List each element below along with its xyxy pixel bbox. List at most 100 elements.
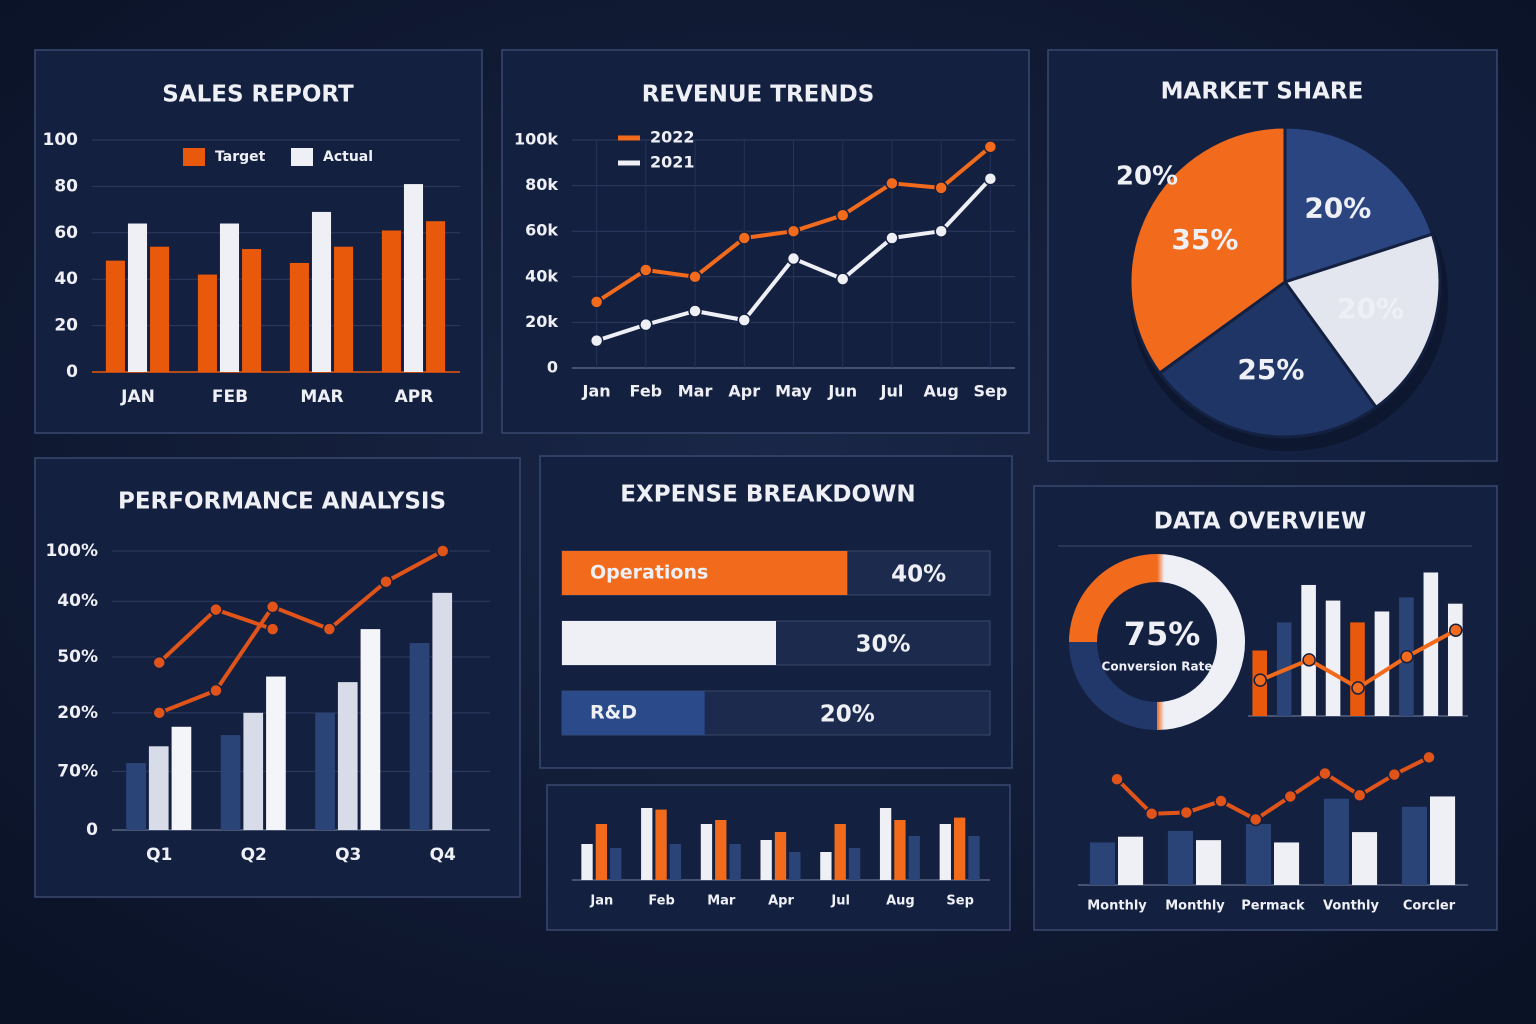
bar	[760, 840, 772, 880]
y-tick-label: 70%	[57, 761, 98, 781]
pie-slice	[1282, 232, 1442, 410]
bar	[908, 836, 920, 880]
bar	[968, 836, 980, 880]
x-tick-label: Q1	[146, 845, 172, 865]
chart-title: SALES REPORT	[162, 82, 354, 108]
slice-label: 20%	[1337, 292, 1404, 325]
bar	[655, 809, 667, 880]
donut-arc	[1069, 554, 1245, 730]
donut-value: 75%	[1124, 615, 1201, 653]
bar	[127, 223, 148, 372]
x-tick-label: Monthly	[1087, 899, 1147, 914]
bar	[774, 832, 787, 880]
y-tick-label: 50%	[57, 647, 98, 667]
bar	[1245, 824, 1271, 885]
bar-value-label: 20%	[820, 702, 875, 728]
x-tick-label: Sep	[946, 894, 974, 909]
point	[934, 181, 948, 195]
slice-label: 25%	[1237, 353, 1304, 386]
bar	[219, 223, 240, 372]
bar	[126, 763, 146, 830]
point	[639, 263, 653, 277]
point	[786, 251, 801, 266]
legend-label: 2021	[650, 153, 695, 172]
bar	[1118, 836, 1144, 885]
point	[934, 224, 948, 238]
x-tick-label: Vonthly	[1323, 899, 1379, 914]
y-tick-label: 100k	[514, 130, 558, 149]
x-tick-label: FEB	[212, 387, 248, 407]
chart-title: DATA OVERVIEW	[1154, 509, 1366, 535]
bar	[105, 260, 125, 372]
pie-slice	[1157, 279, 1379, 439]
bar	[848, 848, 861, 880]
point	[209, 683, 223, 698]
point	[1214, 794, 1228, 808]
bar	[789, 852, 801, 880]
x-tick-label: Mar	[707, 894, 736, 909]
bar	[220, 735, 241, 830]
pie-slice	[1283, 125, 1435, 285]
bar	[432, 592, 453, 830]
x-tick-label: Jul	[880, 382, 904, 401]
point	[1449, 623, 1463, 637]
pie-slice	[1128, 125, 1287, 376]
bar	[243, 712, 264, 830]
chart-title: REVENUE TRENDS	[642, 82, 875, 108]
point	[589, 333, 604, 348]
point	[265, 622, 280, 636]
point	[1400, 649, 1414, 664]
legend-label: Actual	[323, 149, 373, 165]
x-tick-label: May	[775, 382, 812, 401]
point	[1351, 681, 1365, 695]
point	[152, 706, 166, 720]
bar	[1274, 842, 1300, 885]
x-tick-label: Feb	[630, 382, 663, 401]
x-tick-label: Apr	[768, 894, 794, 909]
point	[322, 622, 337, 636]
bar	[581, 844, 593, 880]
bar	[426, 221, 446, 372]
x-tick-label: Mar	[678, 382, 713, 401]
chart-title: PERFORMANCE ANALYSIS	[118, 489, 446, 515]
bar	[311, 211, 332, 372]
bar	[1447, 603, 1463, 716]
x-tick-label: Permack	[1241, 899, 1305, 914]
bar	[820, 852, 832, 880]
x-tick-label: Jun	[827, 382, 857, 401]
legend-swatch	[183, 148, 205, 166]
chart-title: EXPENSE BREAKDOWN	[620, 482, 915, 508]
point	[983, 140, 998, 154]
bar	[1089, 842, 1115, 885]
bar-category: R&D	[590, 702, 637, 724]
bar	[360, 629, 381, 830]
y-tick-label: 60	[54, 223, 78, 243]
bar	[171, 726, 192, 830]
y-tick-label: 20%	[57, 703, 98, 723]
y-tick-label: 80	[54, 176, 78, 196]
y-tick-label: 40%	[57, 591, 98, 611]
y-tick-label: 100%	[45, 541, 98, 561]
bar	[669, 844, 682, 880]
y-tick-label: 40	[54, 269, 78, 289]
point	[1248, 812, 1263, 827]
bar	[315, 712, 335, 830]
point	[639, 317, 653, 332]
line	[1115, 755, 1430, 822]
bar	[409, 643, 430, 830]
bar	[562, 621, 776, 665]
annotation: 20%	[1116, 162, 1178, 192]
bar	[562, 551, 848, 595]
point	[885, 231, 899, 245]
y-tick-label: 80k	[525, 175, 558, 194]
bar-category: Marketing	[590, 632, 699, 654]
x-tick-label: Jan	[582, 382, 611, 401]
point	[688, 304, 702, 318]
bar	[1167, 830, 1193, 885]
bar	[337, 682, 358, 830]
y-tick-label: 100	[43, 130, 79, 150]
point	[1110, 772, 1124, 786]
point	[737, 313, 752, 327]
bar	[1323, 798, 1349, 885]
slice-label: 20%	[1304, 191, 1371, 224]
